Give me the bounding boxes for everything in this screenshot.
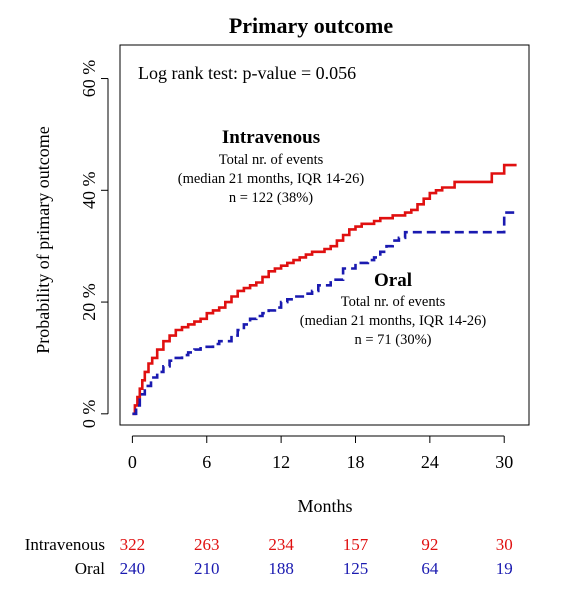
risk-row-label: Intravenous: [25, 535, 105, 554]
plot-frame: [119, 44, 530, 426]
chart-title: Primary outcome: [229, 13, 394, 38]
annotation-line: n = 71 (30%): [354, 332, 431, 348]
risk-value: 240: [120, 559, 146, 578]
risk-value: 64: [421, 559, 439, 578]
x-tick-label: 30: [495, 452, 513, 472]
annotation-line: (median 21 months, IQR 14-26): [178, 171, 365, 187]
x-tick-label: 12: [272, 452, 290, 472]
x-axis-label: Months: [297, 496, 352, 516]
y-axis: 0 % 20 % 40 % 60 %: [79, 60, 109, 429]
x-tick-label: 24: [421, 452, 439, 472]
annotation-intravenous: Intravenous Total nr. of events (median …: [178, 127, 365, 206]
risk-value: 188: [268, 559, 294, 578]
y-tick-label: 0 %: [79, 400, 99, 429]
y-tick-label: 40 %: [79, 172, 99, 210]
x-axis: 0 6 12 18 24 30: [128, 435, 513, 472]
risk-row-label: Oral: [75, 559, 105, 578]
series-layer: [132, 163, 517, 416]
pvalue-text: Log rank test: p-value = 0.056: [138, 63, 356, 83]
annotation-line: Total nr. of events: [341, 294, 446, 310]
annotation-oral: Oral Total nr. of events (median 21 mont…: [300, 270, 487, 348]
x-tick-label: 0: [128, 452, 137, 472]
series-intravenous-line: [132, 163, 517, 416]
risk-value: 234: [268, 535, 294, 554]
risk-value: 157: [343, 535, 369, 554]
x-tick-label: 18: [346, 452, 364, 472]
annotation-line: (median 21 months, IQR 14-26): [300, 313, 487, 329]
annotation-line: n = 122 (38%): [229, 190, 313, 206]
annotation-line: Total nr. of events: [219, 152, 324, 168]
risk-table: Intravenous 322 263 234 157 92 30 Oral 240 210 188…: [25, 535, 513, 578]
y-axis-label: Probability of primary outcome: [33, 126, 53, 353]
y-tick-label: 60 %: [79, 60, 99, 98]
risk-value: 322: [120, 535, 146, 554]
annotation-heading: Oral: [374, 270, 412, 291]
risk-value: 92: [421, 535, 438, 554]
series-oral-line: [132, 211, 517, 416]
annotation-heading: Intravenous: [222, 127, 320, 148]
y-tick-label: 20 %: [79, 283, 99, 321]
risk-value: 19: [496, 559, 513, 578]
risk-value: 30: [496, 535, 513, 554]
risk-value: 263: [194, 535, 220, 554]
risk-value: 125: [343, 559, 369, 578]
x-tick-label: 6: [202, 452, 211, 472]
risk-value: 210: [194, 559, 220, 578]
